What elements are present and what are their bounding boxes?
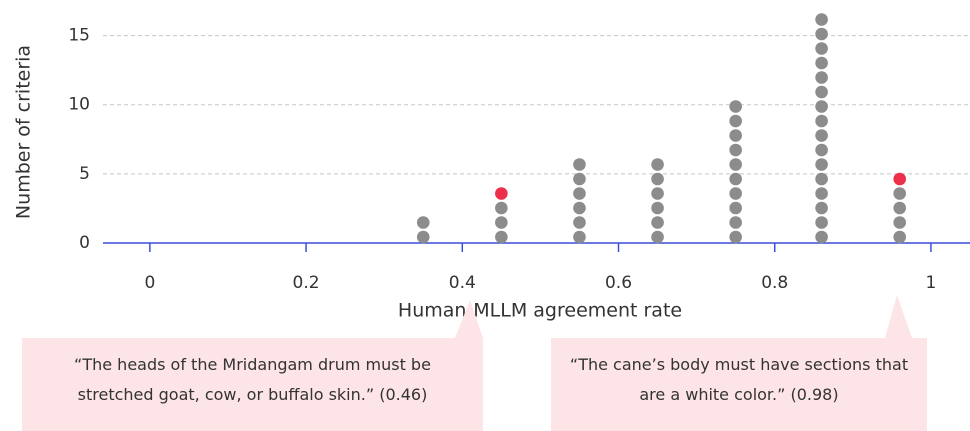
dot: [651, 158, 664, 171]
dot: [815, 71, 828, 84]
dot-stack: [815, 13, 828, 244]
dot: [815, 27, 828, 41]
dot: [815, 187, 828, 200]
dot: [495, 230, 508, 244]
dot: [495, 216, 508, 229]
dot: [651, 230, 664, 244]
dot-stack: [495, 201, 508, 244]
dot: [893, 172, 907, 186]
dot: [729, 129, 742, 142]
dot: [573, 230, 586, 244]
dot: [893, 230, 907, 244]
dot: [893, 201, 907, 215]
dot: [729, 216, 742, 229]
dot: [651, 216, 664, 229]
dot: [729, 230, 742, 244]
dot: [729, 187, 742, 200]
dot: [573, 187, 586, 200]
dot: [815, 114, 828, 128]
dot: [729, 143, 742, 157]
callout-pointer: [455, 300, 483, 338]
dot: [815, 129, 828, 142]
dot: [651, 187, 664, 200]
dot: [729, 172, 742, 186]
x-tick-label: 0.2: [293, 273, 320, 293]
y-tick-label: 0: [79, 233, 90, 253]
x-tick-label: 0: [144, 273, 155, 293]
annotation: “The heads of the Mridangam drum must be…: [22, 338, 483, 431]
x-axis-label: Human-MLLM agreement rate: [398, 300, 682, 322]
dot: [651, 201, 664, 215]
dot: [573, 158, 586, 171]
dot: [573, 201, 586, 215]
dot-stack: [416, 216, 430, 244]
dot: [651, 172, 664, 186]
dot: [815, 201, 828, 215]
dot-stack: [651, 158, 664, 244]
dot: [893, 216, 907, 229]
dot-stack: [893, 187, 907, 244]
dot: [815, 143, 828, 157]
dot: [893, 187, 907, 200]
dot: [815, 230, 828, 244]
callout-pointer: [885, 295, 912, 338]
dot: [815, 158, 828, 171]
dot: [729, 100, 742, 113]
y-tick-label: 5: [79, 164, 90, 184]
dot: [573, 172, 586, 186]
dot-stack: [893, 172, 907, 186]
dot: [815, 56, 828, 70]
dot: [815, 172, 828, 186]
dot: [729, 201, 742, 215]
dot: [815, 216, 828, 229]
dot: [815, 100, 828, 113]
dot: [495, 187, 508, 200]
dot: [416, 216, 430, 229]
dot-stack: [495, 187, 508, 200]
x-tick-label: 0.6: [605, 273, 632, 293]
x-tick-label: 0.4: [449, 273, 476, 293]
dot-stack: [729, 100, 742, 244]
dot: [495, 201, 508, 215]
dot: [815, 42, 828, 55]
dot: [815, 13, 828, 26]
annotation: “The cane’s body must have sections that…: [551, 338, 927, 431]
y-tick-label: 15: [68, 26, 90, 46]
x-tick-label: 1: [926, 273, 937, 293]
dot-stack: [573, 158, 586, 244]
dot: [815, 85, 828, 99]
dot: [729, 114, 742, 128]
x-tick-label: 0.8: [761, 273, 788, 293]
dot: [416, 230, 430, 244]
dot: [729, 158, 742, 171]
dot: [573, 216, 586, 229]
y-axis-label: Number of criteria: [13, 45, 35, 219]
y-tick-label: 10: [68, 95, 90, 115]
